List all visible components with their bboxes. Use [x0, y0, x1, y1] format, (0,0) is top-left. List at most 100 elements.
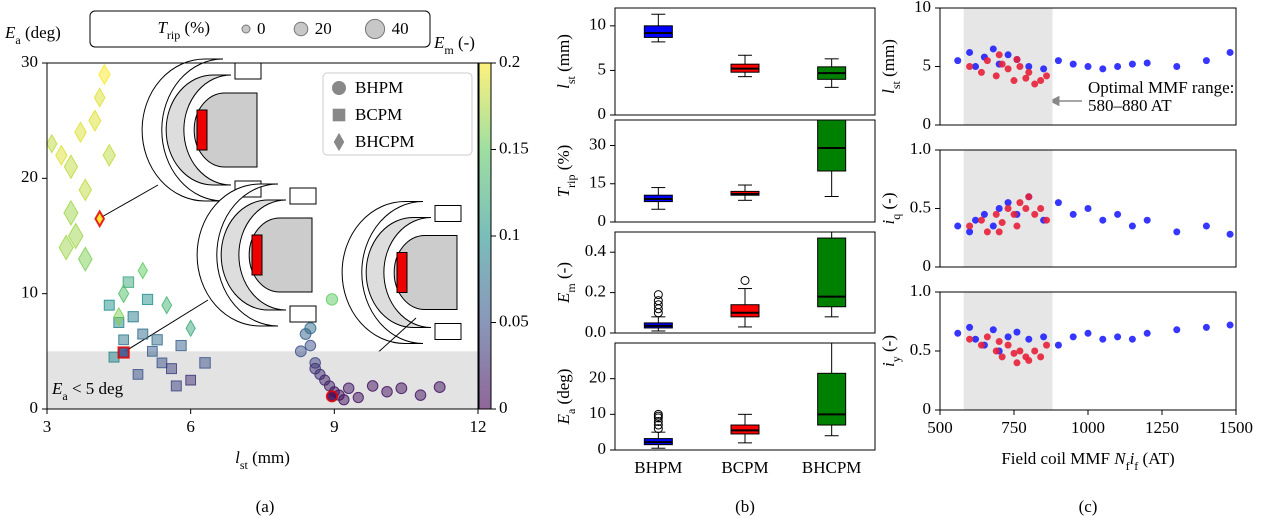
- point: [1099, 336, 1106, 343]
- marker: [119, 335, 129, 345]
- point: [999, 353, 1006, 360]
- y-tick-label: 0.2: [585, 282, 606, 301]
- y-axis-label: Em (-): [554, 262, 578, 304]
- point: [993, 348, 1000, 355]
- label-part: Field coil MMF: [1001, 449, 1114, 468]
- point: [1173, 63, 1180, 70]
- point: [1173, 228, 1180, 235]
- point: [978, 69, 985, 76]
- colorbar-tick-label: 0.05: [499, 311, 529, 330]
- point: [1055, 57, 1062, 64]
- point: [1025, 357, 1032, 364]
- label-part: E: [4, 23, 16, 42]
- legend-marker: [332, 81, 346, 95]
- y-tick-label: 0.5: [910, 197, 931, 216]
- point: [1037, 205, 1044, 212]
- point: [1085, 205, 1092, 212]
- point: [1037, 77, 1044, 84]
- point: [1043, 342, 1050, 349]
- point: [1144, 330, 1151, 337]
- y-tick-label: 0: [923, 256, 932, 275]
- annotation: 580–880 AT: [1088, 96, 1172, 115]
- point: [984, 333, 991, 340]
- size-legend-label: 20: [315, 19, 332, 38]
- y-tick-label: 0.5: [910, 340, 931, 359]
- marker: [75, 122, 86, 142]
- box: [731, 305, 759, 317]
- point: [954, 57, 961, 64]
- point: [1070, 61, 1077, 68]
- marker: [382, 386, 393, 397]
- point: [1031, 211, 1038, 218]
- point: [1005, 51, 1012, 58]
- label-part: (deg): [554, 369, 573, 409]
- marker: [56, 146, 67, 166]
- point: [1055, 199, 1062, 206]
- point: [1227, 322, 1234, 329]
- y-tick-label: 0: [923, 114, 932, 133]
- point: [978, 217, 985, 224]
- marker: [305, 340, 316, 351]
- point: [1114, 63, 1121, 70]
- x-tick-label: 1500: [1219, 418, 1253, 437]
- point: [1016, 63, 1023, 70]
- label-part: E: [554, 292, 573, 304]
- x-tick-label: BHCPM: [802, 458, 862, 477]
- marker: [147, 346, 157, 356]
- x-tick-label: 9: [330, 417, 339, 436]
- point: [1013, 329, 1020, 336]
- marker: [138, 263, 147, 279]
- marker: [339, 395, 349, 405]
- box: [818, 373, 846, 425]
- point: [1031, 81, 1038, 88]
- y-tick-label: 1.0: [910, 139, 931, 158]
- point: [990, 223, 997, 230]
- marker: [103, 145, 115, 166]
- point: [1011, 211, 1018, 218]
- y-tick-label: 10: [914, 0, 931, 16]
- point: [1114, 211, 1121, 218]
- y-axis-label: iq (-): [879, 193, 903, 225]
- point: [1085, 330, 1092, 337]
- legend-label: BHPM: [355, 78, 403, 97]
- point: [1011, 77, 1018, 84]
- marker: [176, 340, 186, 350]
- y-tick-label: 0: [598, 211, 607, 230]
- motor-bhpm: [342, 202, 461, 344]
- marker: [64, 155, 77, 178]
- point: [996, 51, 1003, 58]
- point: [1099, 65, 1106, 72]
- point: [993, 72, 1000, 79]
- y-axis-label: lst (mm): [879, 39, 903, 94]
- x-axis-label: Field coil MMF Nfif (AT): [1001, 449, 1174, 473]
- caption: (b): [735, 497, 755, 516]
- point: [984, 57, 991, 64]
- point: [1043, 217, 1050, 224]
- point: [954, 330, 961, 337]
- point: [1013, 56, 1020, 63]
- y-tick-label: 10: [589, 403, 606, 422]
- label-part: (mm): [879, 39, 898, 81]
- point: [1227, 49, 1234, 56]
- y-tick-label: 0.0: [585, 322, 606, 341]
- point: [993, 211, 1000, 218]
- x-axis-label: lst (mm): [235, 448, 290, 472]
- marker: [186, 375, 196, 385]
- point: [1129, 61, 1136, 68]
- point: [966, 324, 973, 331]
- point: [1005, 205, 1012, 212]
- point: [1005, 342, 1012, 349]
- marker: [64, 201, 78, 225]
- marker: [353, 392, 363, 402]
- y-tick-label: 20: [21, 167, 38, 186]
- label-part: (-): [879, 193, 898, 214]
- point: [1085, 63, 1092, 70]
- size-legend-marker: [294, 22, 308, 36]
- figure: 01020303691200.050.10.150.2Em (-)Trip (%…: [0, 0, 1274, 521]
- marker: [138, 329, 148, 339]
- y-axis-label: Ea (deg): [554, 369, 578, 426]
- marker: [47, 135, 57, 153]
- x-tick-label: 500: [927, 418, 953, 437]
- label-part: (AT): [1138, 449, 1174, 468]
- marker: [171, 381, 181, 391]
